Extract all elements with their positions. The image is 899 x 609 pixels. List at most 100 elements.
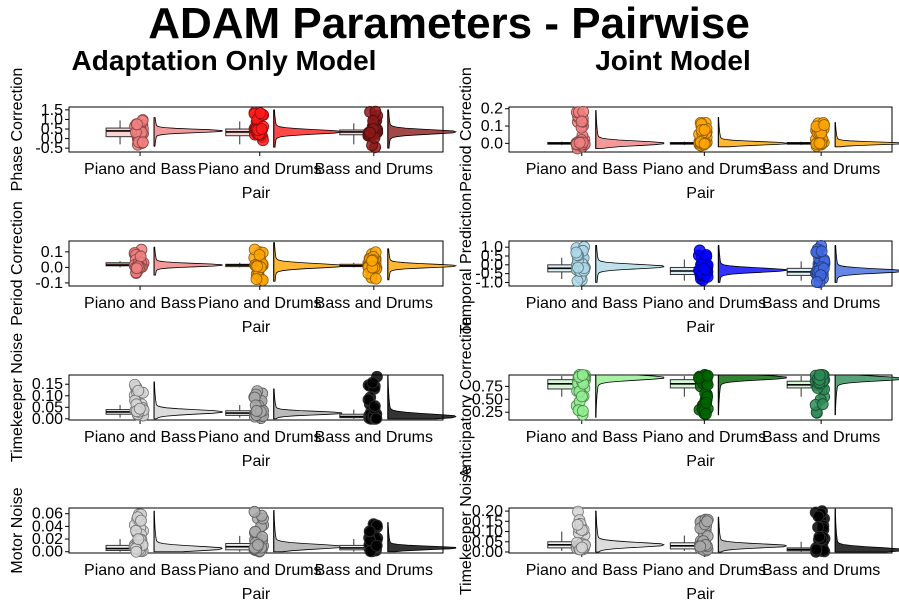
- panel-frame: [508, 106, 893, 153]
- density-cloud: [387, 248, 458, 281]
- x-tick-label: Piano and Bass: [526, 562, 638, 579]
- data-point: [251, 260, 264, 273]
- x-tick-label: Piano and Bass: [526, 429, 638, 446]
- density-cloud: [273, 242, 343, 282]
- data-point: [700, 396, 713, 409]
- data-point: [370, 539, 383, 552]
- group-3: Bass and Drums: [762, 369, 899, 446]
- group-1: Piano and Bass: [84, 114, 223, 178]
- y-tick-label: 1.5: [41, 102, 63, 119]
- density-cloud: [387, 109, 457, 149]
- y-tick-label: 0.15: [32, 376, 63, 393]
- data-point: [248, 505, 261, 518]
- density-cloud: [834, 374, 899, 416]
- data-point: [810, 543, 823, 556]
- x-axis-label: Pair: [242, 319, 271, 336]
- data-point: [572, 261, 584, 274]
- x-axis-label: Pair: [686, 319, 715, 336]
- density-cloud: [153, 246, 223, 276]
- group-2: Piano and Drums: [643, 244, 787, 312]
- panel-4: -1.0-0.50.00.51.0 Temporal Prediction Pair…: [458, 193, 899, 336]
- y-tick-label: 0.1: [481, 118, 503, 135]
- x-tick-label: Piano and Drums: [643, 161, 767, 178]
- data-point: [812, 510, 825, 523]
- y-axis-label: Anticipatory Correction: [458, 317, 475, 479]
- x-axis-label: Pair: [686, 586, 715, 603]
- data-point: [812, 521, 824, 534]
- y-tick-label: 0.2: [481, 101, 503, 118]
- group-3: Bass and Drums: [762, 505, 899, 579]
- group-2: Piano and Drums: [643, 513, 788, 579]
- data-point: [132, 384, 145, 397]
- x-tick-label: Bass and Drums: [315, 295, 433, 312]
- x-tick-label: Piano and Drums: [198, 161, 322, 178]
- data-point: [813, 137, 826, 150]
- y-tick-label: 0.05: [32, 399, 63, 416]
- x-tick-label: Piano and Drums: [198, 562, 322, 579]
- y-tick-label: 1.0: [41, 111, 63, 128]
- data-point: [364, 126, 376, 139]
- density-cloud: [717, 116, 787, 148]
- density-cloud: [834, 244, 899, 283]
- group-2: Piano and Drums: [643, 369, 787, 446]
- y-tick-label: 0.5: [41, 121, 63, 138]
- x-tick-label: Piano and Bass: [526, 161, 638, 178]
- density-cloud: [717, 374, 787, 416]
- data-point: [575, 115, 588, 128]
- data-point: [130, 262, 143, 275]
- x-tick-label: Piano and Drums: [643, 562, 767, 579]
- density-cloud: [595, 110, 665, 149]
- data-point: [576, 369, 589, 381]
- y-tick-label: 0.10: [32, 388, 63, 405]
- panel-1: -0.50.00.51.01.5 Phase Correction Pair Pian…: [9, 68, 457, 202]
- data-point: [698, 137, 711, 150]
- y-tick-label: 0.50: [472, 391, 503, 408]
- data-point: [694, 540, 707, 553]
- density-cloud: [595, 244, 665, 283]
- y-axis-label: Period Correction: [9, 201, 26, 326]
- group-2: Piano and Drums: [198, 106, 343, 178]
- x-axis-label: Pair: [242, 185, 271, 202]
- y-tick-label: 0.00: [32, 411, 63, 428]
- group-1: Piano and Bass: [526, 369, 665, 446]
- group-2: Piano and Drums: [198, 242, 343, 312]
- data-point: [250, 273, 263, 285]
- density-cloud: [834, 122, 899, 148]
- data-point: [576, 541, 588, 554]
- x-tick-label: Piano and Drums: [643, 295, 767, 312]
- y-axis-label: Motor Noise: [9, 487, 26, 573]
- group-3: Bass and Drums: [315, 246, 458, 312]
- group-1: Piano and Bass: [84, 378, 223, 446]
- density-cloud: [595, 510, 665, 553]
- density-cloud: [273, 510, 343, 553]
- y-tick-label: 1.0: [481, 239, 503, 256]
- y-tick-label: 0.06: [32, 506, 63, 523]
- data-point: [813, 531, 826, 543]
- x-tick-label: Bass and Drums: [762, 295, 880, 312]
- data-point: [136, 136, 149, 149]
- panel-frame: [508, 240, 893, 287]
- x-tick-label: Bass and Drums: [762, 562, 880, 579]
- x-tick-label: Bass and Drums: [315, 161, 433, 178]
- y-axis-label: Timekeeper Noise: [458, 466, 475, 595]
- y-axis-label: Period Correction: [458, 67, 475, 192]
- data-point: [571, 275, 584, 287]
- y-tick-label: 0.10: [472, 524, 503, 541]
- y-tick-label: -1.0: [475, 274, 503, 291]
- column-title-joint: Joint Model: [595, 45, 751, 76]
- y-tick-label: 0.02: [32, 531, 63, 548]
- y-axis-label: Temporal Prediction: [458, 193, 475, 334]
- data-point: [253, 249, 266, 261]
- y-tick-label: 0.1: [41, 244, 63, 261]
- column-title-adaptation: Adaptation Only Model: [72, 45, 377, 76]
- x-axis-label: Pair: [686, 185, 715, 202]
- density-cloud: [595, 374, 665, 418]
- data-point: [571, 518, 584, 531]
- x-axis-label: Pair: [242, 586, 271, 603]
- y-tick-label: 0.00: [32, 544, 63, 561]
- data-point: [577, 105, 590, 118]
- density-cloud: [153, 381, 223, 420]
